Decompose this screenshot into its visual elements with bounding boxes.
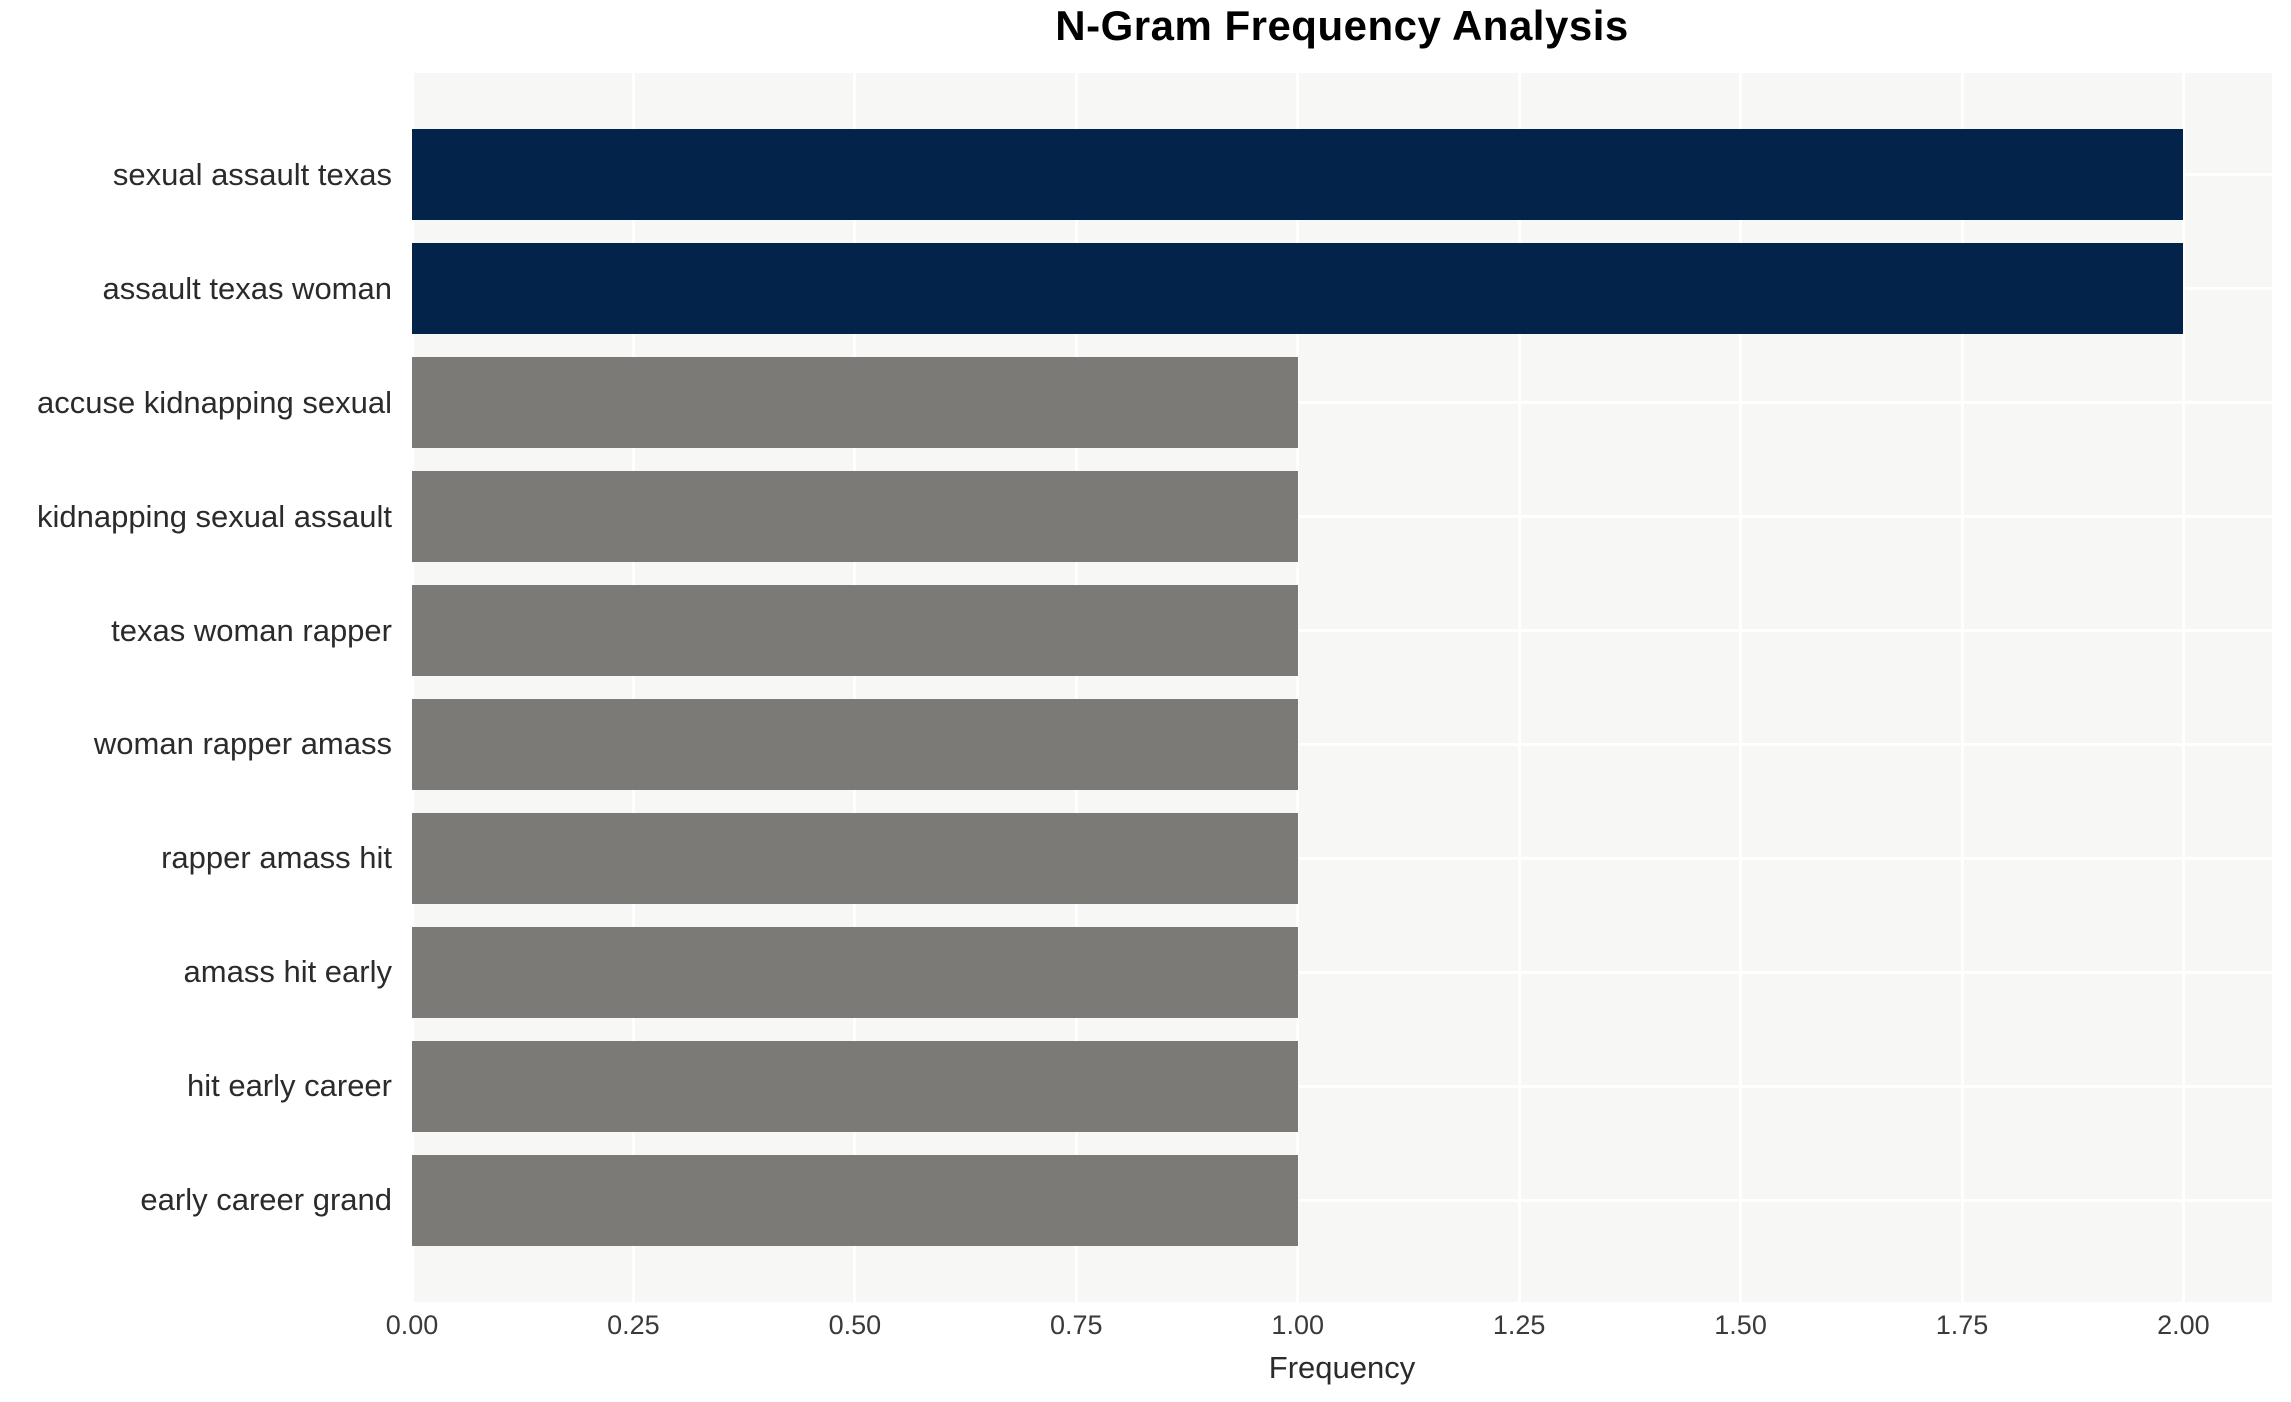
- x-tick-label: 0.25: [607, 1310, 660, 1340]
- bar: [412, 698, 1298, 790]
- horizontal-gridline: [412, 401, 2272, 405]
- vertical-gridline: [1739, 73, 1743, 1302]
- bar-row: [412, 688, 2272, 802]
- bar-row: [412, 1029, 2272, 1143]
- vertical-gridline: [1074, 73, 1078, 1302]
- bar-row: [412, 1143, 2272, 1257]
- vertical-gridline: [853, 73, 857, 1302]
- bar: [412, 926, 1298, 1018]
- x-tick-label: 1.50: [1714, 1310, 1767, 1340]
- x-tick-label: 1.75: [1935, 1310, 1989, 1340]
- bar: [412, 1154, 1298, 1246]
- category-label: woman rapper amass: [93, 726, 392, 762]
- plot-area: [412, 73, 2272, 1302]
- chart-title: N-Gram Frequency Analysis: [1055, 2, 1629, 49]
- x-tick-label: 1.00: [1271, 1310, 1324, 1340]
- category-label: assault texas woman: [102, 270, 392, 306]
- category-label: early career grand: [140, 1182, 392, 1218]
- horizontal-gridline: [412, 515, 2272, 519]
- vertical-gridline: [412, 73, 414, 1302]
- category-label: sexual assault texas: [112, 156, 392, 192]
- horizontal-gridline: [412, 1198, 2272, 1202]
- vertical-gridline: [631, 73, 635, 1302]
- horizontal-gridline: [412, 856, 2272, 860]
- bar: [412, 357, 1298, 449]
- bar: [412, 585, 1298, 677]
- vertical-gridline: [1296, 73, 1300, 1302]
- horizontal-gridline: [412, 1084, 2272, 1088]
- x-tick-label: 0.50: [828, 1310, 882, 1340]
- vertical-gridline: [1517, 73, 1521, 1302]
- bar-row: [412, 118, 2272, 232]
- bar: [412, 812, 1298, 904]
- bar-rows: [412, 73, 2272, 1302]
- category-label: hit early career: [186, 1068, 392, 1104]
- category-label: rapper amass hit: [161, 840, 392, 876]
- bar-row: [412, 232, 2272, 346]
- category-label: amass hit early: [183, 954, 392, 990]
- bar-row: [412, 460, 2272, 574]
- y-axis-category-labels: sexual assault texas assault texas woman a…: [0, 73, 400, 1302]
- category-label: kidnapping sexual assault: [36, 498, 392, 534]
- bar-row: [412, 346, 2272, 460]
- x-axis-label: Frequency: [1268, 1350, 1416, 1385]
- bar: [412, 243, 2184, 335]
- bar: [412, 129, 2184, 221]
- category-label: accuse kidnapping sexual: [36, 384, 392, 420]
- bar: [412, 471, 1298, 563]
- bar-row: [412, 915, 2272, 1029]
- horizontal-gridline: [412, 629, 2272, 633]
- x-tick-label: 0.00: [385, 1310, 439, 1340]
- bar-row: [412, 801, 2272, 915]
- horizontal-gridline: [412, 970, 2272, 974]
- x-tick-label: 1.25: [1492, 1310, 1546, 1340]
- x-tick-label: 2.00: [2157, 1310, 2210, 1340]
- bar: [412, 1040, 1298, 1132]
- horizontal-gridline: [412, 742, 2272, 746]
- x-tick-label: 0.75: [1050, 1310, 1103, 1340]
- vertical-gridline: [2181, 73, 2185, 1302]
- x-axis-ticks: 0.00 0.25 0.50 0.75 1.00 1.25 1.50 1.75 2.00: [386, 1310, 2272, 1344]
- bar-row: [412, 574, 2272, 688]
- category-label: texas woman rapper: [111, 612, 392, 648]
- vertical-gridline: [1960, 73, 1964, 1302]
